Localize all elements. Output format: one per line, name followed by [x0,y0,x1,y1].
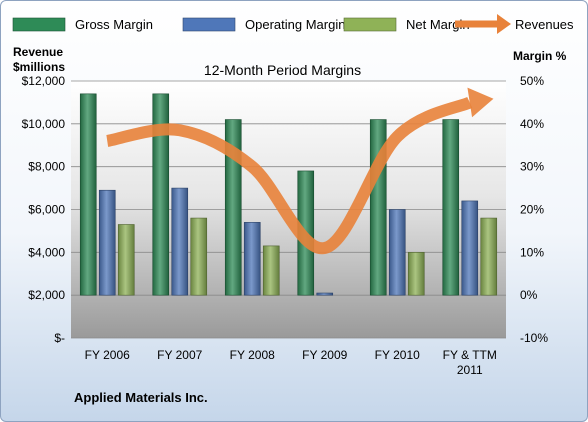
bar-operating-margin [98,189,116,296]
left-tick-label: $4,000 [28,245,65,259]
category-label: FY & TTM [443,348,497,362]
category-label: FY 2008 [230,348,275,362]
bar-gross-margin [79,93,97,296]
left-tick-label: $2,000 [28,288,65,302]
legend-swatch-net-margin [343,17,397,32]
bar-gross-margin [224,119,242,296]
legend-swatch-operating-margin [182,17,236,32]
bar-net-margin [480,217,498,296]
bar-net-margin [262,245,280,296]
right-axis-title: Margin % [513,49,567,63]
chart-footer: Applied Materials Inc. [74,390,208,405]
right-tick-label: 0% [520,288,538,302]
right-tick-label: 30% [520,160,544,174]
right-tick-label: 50% [520,74,544,88]
bar-operating-margin [461,200,479,296]
revenues-arrowhead [467,87,494,118]
left-tick-label: $6,000 [28,203,65,217]
right-tick-label: 10% [520,245,544,259]
legend-label: Gross Margin [75,17,153,32]
bar-net-margin [407,252,425,296]
legend-label: Revenues [515,17,574,32]
category-label: FY 2009 [302,348,347,362]
left-tick-label: $8,000 [28,160,65,174]
left-tick-label: $- [54,331,65,345]
bar-net-margin [190,217,208,296]
category-label: 2011 [457,363,483,377]
legend-swatch-gross-margin [12,17,66,32]
bar-operating-margin [243,222,261,296]
legend-arrow-revenues [497,14,511,34]
bar-operating-margin [316,292,334,296]
chart-title: 12-Month Period Margins [204,62,361,78]
right-tick-label: -10% [520,331,548,345]
category-label: FY 2007 [157,348,202,362]
right-tick-label: 40% [520,117,544,131]
legend-label: Operating Margin [245,17,345,32]
bar-operating-margin [171,187,189,296]
bar-gross-margin [442,119,460,296]
revenues-line [106,96,473,255]
bar-operating-margin [388,209,406,296]
category-label: FY 2010 [375,348,420,362]
left-axis-title: Revenue [13,45,63,59]
category-label: FY 2006 [85,348,130,362]
left-axis-title: $millions [13,60,65,74]
left-tick-label: $12,000 [22,74,66,88]
legend-label: Net Margin [406,17,470,32]
bar-gross-margin [152,93,170,296]
right-tick-label: 20% [520,203,544,217]
bar-net-margin [117,224,135,296]
left-tick-label: $10,000 [22,117,66,131]
